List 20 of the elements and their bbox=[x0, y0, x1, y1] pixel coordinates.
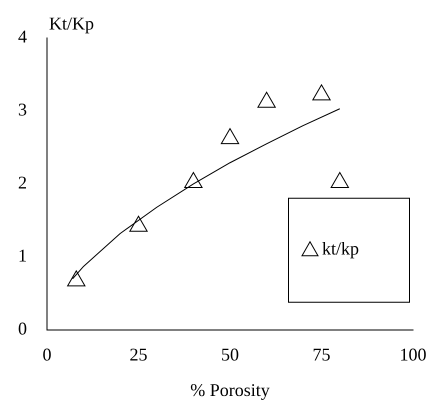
y-axis-title: Kt/Kp bbox=[49, 14, 94, 34]
point bbox=[129, 216, 148, 232]
y-tick-label: 1 bbox=[18, 246, 27, 266]
y-tick-label: 2 bbox=[18, 172, 27, 193]
x-tick-label: 0 bbox=[42, 344, 52, 364]
x-tick-label: 100 bbox=[400, 344, 426, 364]
point bbox=[330, 172, 349, 188]
point bbox=[312, 84, 331, 100]
point bbox=[257, 92, 276, 108]
legend-label: kt/kp bbox=[322, 238, 360, 259]
y-tick-label: 4 bbox=[18, 26, 27, 47]
x-tick-label: 75 bbox=[312, 344, 330, 364]
point bbox=[67, 270, 86, 286]
y-tick-label: 3 bbox=[18, 100, 27, 120]
point bbox=[220, 128, 240, 144]
x-tick-label: 25 bbox=[130, 344, 148, 364]
y-tick-label: 0 bbox=[18, 318, 27, 339]
x-tick-label: 50 bbox=[221, 344, 239, 364]
x-axis-title: % Porosity bbox=[190, 380, 270, 400]
point bbox=[184, 172, 203, 188]
